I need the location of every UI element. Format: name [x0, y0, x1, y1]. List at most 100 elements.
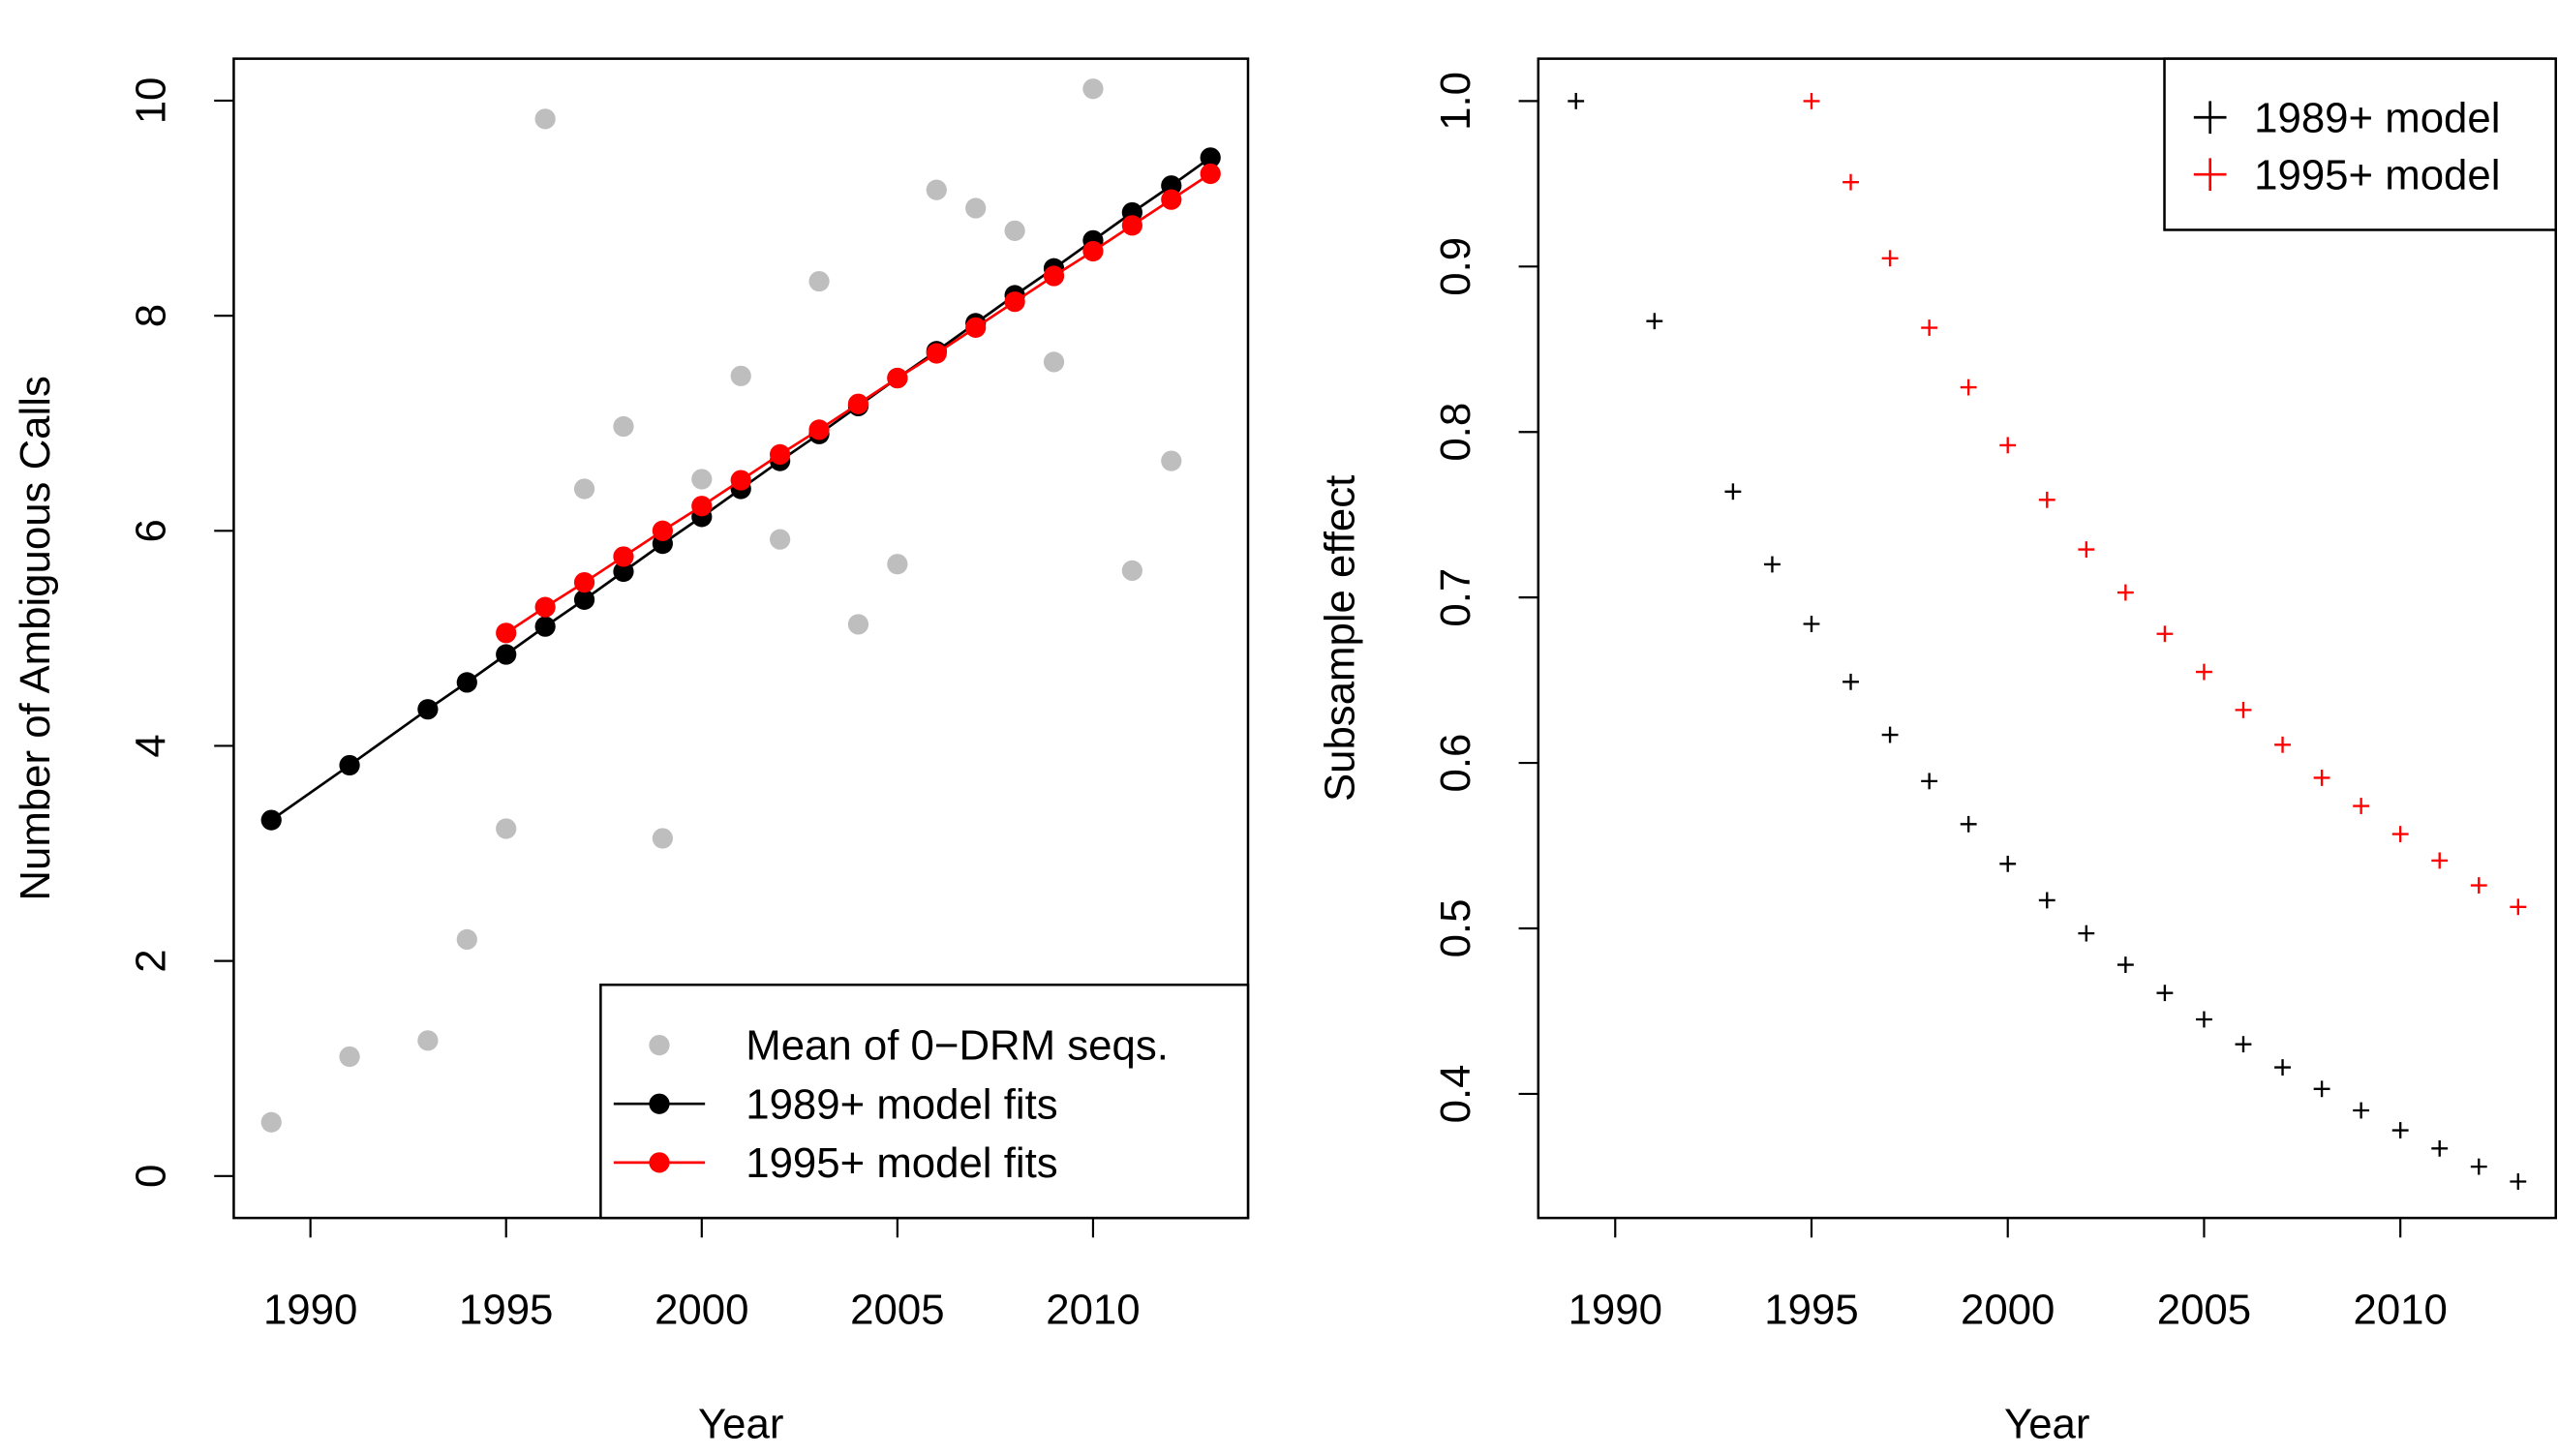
data-point	[926, 179, 947, 200]
data-point-plus	[1999, 855, 2017, 872]
data-point-plus	[2353, 798, 2370, 814]
data-point	[965, 197, 987, 219]
data-point	[534, 108, 556, 130]
x-tick-label: 2005	[2157, 1287, 2251, 1334]
data-point	[417, 699, 439, 720]
data-point-plus	[2196, 1011, 2212, 1028]
data-point	[926, 343, 947, 364]
y-tick-label: 4	[128, 734, 175, 757]
data-point	[534, 596, 556, 618]
y-tick-label: 0.9	[1432, 237, 1479, 296]
data-point	[260, 809, 282, 831]
data-point-plus	[2156, 985, 2174, 1002]
data-point	[417, 1030, 439, 1051]
x-axis-title: Year	[698, 1400, 783, 1447]
data-point	[339, 754, 360, 776]
data-point	[260, 1111, 282, 1133]
data-point-plus	[2313, 1080, 2330, 1098]
data-point	[496, 818, 517, 839]
legend: 1989+ model 1995+ model	[2163, 57, 2557, 231]
data-point	[534, 616, 556, 637]
data-point	[496, 622, 517, 644]
legend: Mean of 0−DRM seqs. 1989+ model fits 1995+…	[599, 984, 1250, 1220]
data-point	[847, 614, 869, 635]
legend-marker	[649, 1034, 670, 1056]
data-point-plus	[2313, 770, 2330, 786]
data-point	[1121, 215, 1142, 236]
data-point-plus	[2196, 663, 2212, 681]
data-point	[1004, 291, 1025, 313]
data-point-plus	[2274, 736, 2291, 753]
data-point-plus	[1764, 556, 1781, 573]
data-point	[573, 589, 595, 610]
data-point-plus	[1842, 673, 1859, 690]
data-point	[496, 644, 517, 665]
data-point	[730, 470, 751, 491]
data-point	[691, 469, 713, 490]
data-point-plus	[2431, 1139, 2449, 1157]
data-point	[1161, 450, 1182, 471]
data-point	[965, 317, 987, 338]
data-point-plus	[2078, 925, 2095, 942]
data-point-plus	[2235, 1036, 2252, 1053]
legend-box	[599, 984, 1250, 1220]
y-tick-label: 2	[128, 949, 175, 972]
data-point	[770, 443, 791, 466]
x-tick-label: 2000	[1961, 1287, 2055, 1334]
data-point-plus	[1921, 319, 1938, 336]
data-point	[613, 546, 634, 567]
y-tick-label: 0.4	[1432, 1064, 1479, 1123]
data-point	[1082, 78, 1104, 100]
data-point-plus	[1960, 815, 1977, 833]
x-tick-label: 2005	[850, 1287, 944, 1334]
legend-box	[2163, 57, 2557, 231]
left-panel-ambiguous-calls: 1990 1995 2000 2005 2010 0 2 4 6 8 10 Year Number of…	[12, 57, 1250, 1447]
data-point-plus	[1881, 250, 1899, 267]
data-point-plus	[2391, 826, 2409, 842]
data-point	[613, 561, 634, 583]
data-point-plus	[2116, 956, 2134, 974]
y-tick-label: 0.7	[1432, 568, 1479, 627]
legend-label: 1995+ model	[2254, 151, 2500, 198]
legend-label: 1989+ model fits	[746, 1080, 1057, 1128]
data-point	[887, 554, 908, 575]
data-point-plus	[2510, 898, 2527, 916]
data-point	[652, 828, 673, 849]
y-tick-label: 0.6	[1432, 734, 1479, 793]
data-point-plus	[1842, 173, 1859, 191]
legend-marker	[649, 1152, 670, 1173]
data-point	[1121, 560, 1142, 581]
data-point	[1043, 351, 1065, 373]
data-point	[456, 928, 477, 951]
x-tick-label: 1990	[263, 1287, 357, 1334]
legend-label: Mean of 0−DRM seqs.	[746, 1022, 1169, 1070]
data-point	[808, 270, 830, 292]
data-point	[613, 415, 634, 438]
data-point-plus	[2116, 584, 2134, 601]
data-point-plus	[2235, 701, 2252, 718]
data-point-plus	[2510, 1173, 2527, 1190]
y-tick-label: 1.0	[1432, 72, 1479, 131]
x-axis-title: Year	[2004, 1400, 2089, 1447]
data-point-plus	[1803, 616, 1820, 632]
data-point-plus	[2470, 1158, 2487, 1175]
data-point	[808, 419, 830, 440]
data-point	[1200, 147, 1221, 168]
y-tick-label: 0.8	[1432, 403, 1479, 462]
data-point	[847, 393, 869, 414]
data-point	[1043, 265, 1065, 287]
data-point	[691, 496, 713, 517]
data-point	[770, 529, 791, 550]
data-point-plus	[2156, 625, 2174, 643]
y-axis-title: Subsample effect	[1316, 475, 1363, 802]
data-point-plus	[2038, 892, 2056, 909]
x-tick-label: 2010	[2353, 1287, 2447, 1334]
data-point	[887, 367, 908, 389]
y-tick-label: 10	[128, 77, 175, 125]
data-point	[730, 365, 751, 386]
x-tick-label: 1995	[459, 1287, 553, 1334]
data-point	[1161, 189, 1182, 210]
data-point-plus	[2391, 1122, 2409, 1138]
